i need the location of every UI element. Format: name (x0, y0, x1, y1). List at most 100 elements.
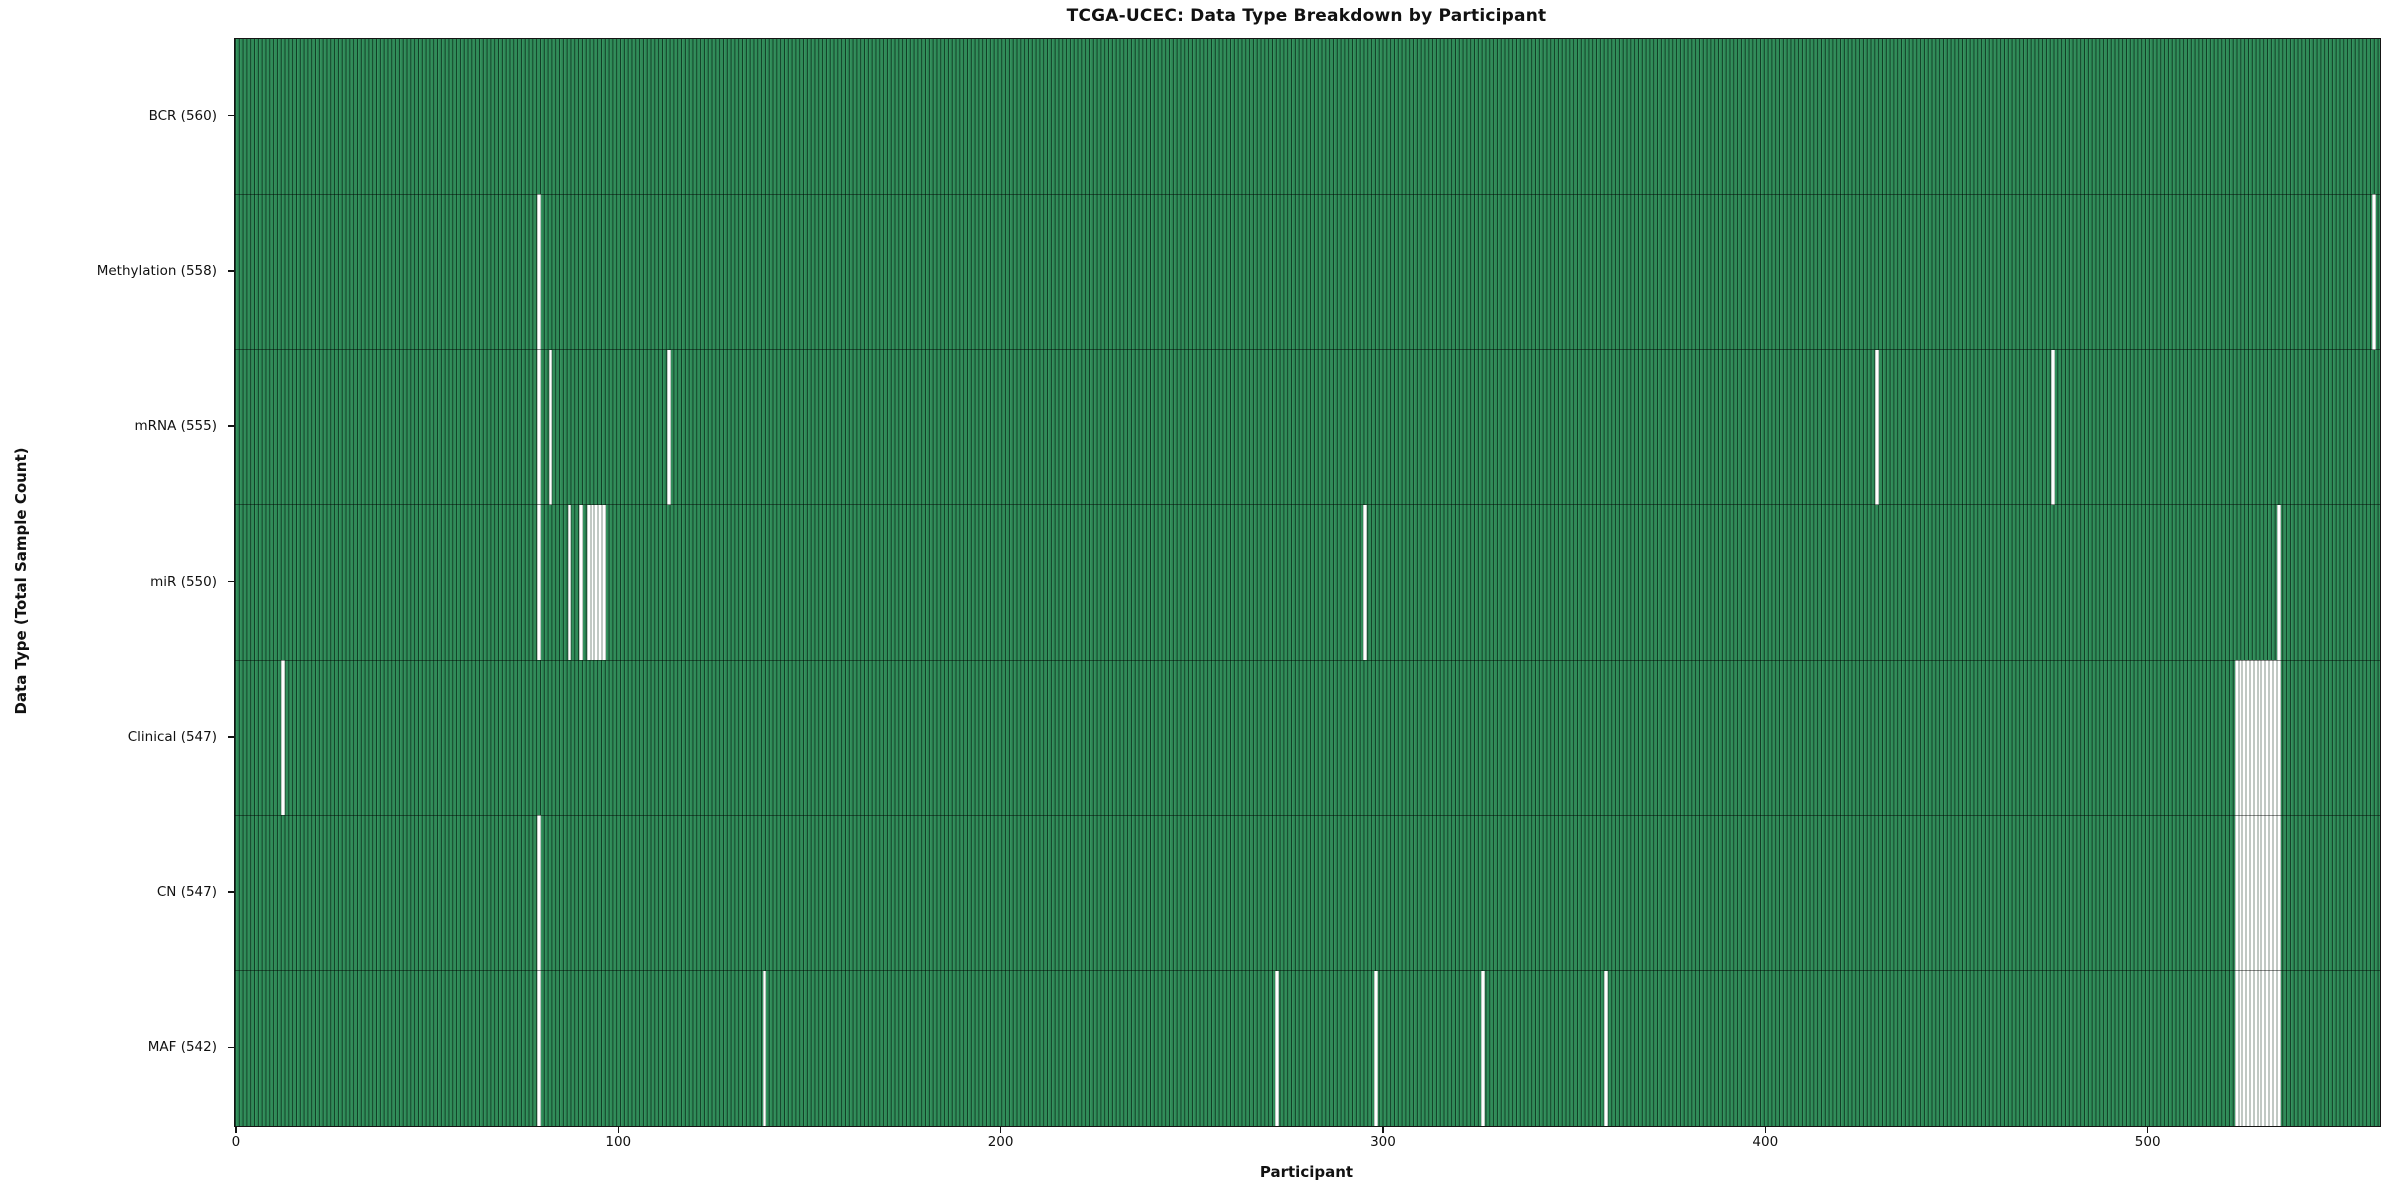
ytick-label-clinical: Clinical (547) (127, 728, 217, 745)
absent-bar (2242, 815, 2247, 971)
absent-bar (2253, 660, 2258, 816)
row-cn (235, 815, 2380, 971)
absent-bar (2238, 970, 2243, 1126)
absent-bar (2372, 194, 2377, 350)
x-axis-label: Participant (1259, 1163, 1354, 1181)
absent-bar (579, 504, 583, 661)
absent-bar (2250, 815, 2254, 971)
absent-bar (2253, 815, 2258, 971)
row-maf (235, 970, 2380, 1126)
absent-bar (1362, 504, 1367, 661)
absent-bar (280, 660, 285, 816)
absent-bar (598, 504, 603, 661)
absent-bar (2234, 815, 2239, 971)
absent-bar (594, 504, 599, 661)
absent-bar (2276, 815, 2281, 971)
absent-bar (2257, 815, 2262, 971)
ytick-label-bcr: BCR (560) (148, 107, 217, 124)
absent-bar (2265, 970, 2270, 1126)
absent-bar (602, 504, 606, 661)
ytick-label-maf: MAF (542) (147, 1039, 217, 1056)
ytick-mark (228, 891, 234, 893)
absent-bar (2261, 970, 2266, 1126)
absent-bar (2234, 970, 2239, 1126)
absent-bar (667, 349, 671, 505)
chart-title: TCGA-UCEC: Data Type Breakdown by Partic… (1066, 6, 1547, 26)
ytick-mark (228, 1046, 234, 1049)
ytick-mark (228, 114, 234, 117)
xtick-label-300: 300 (1370, 1134, 1396, 1150)
absent-bar (2250, 660, 2254, 816)
absent-bar (2276, 504, 2281, 661)
ytick-label-mir: miR (550) (150, 573, 217, 590)
absent-bar (2238, 815, 2243, 971)
y-axis-label: Data Type (Total Sample Count) (12, 447, 30, 715)
absent-bar (2261, 815, 2266, 971)
xtick-mark (1764, 1126, 1767, 1133)
absent-bar (2234, 660, 2239, 816)
row-separator (235, 349, 2380, 351)
xtick-mark (999, 1126, 1002, 1133)
row-separator (235, 504, 2380, 506)
absent-bar (2265, 660, 2270, 816)
ytick-mark (228, 425, 234, 427)
absent-bar (2246, 970, 2250, 1126)
row-clinical (235, 660, 2380, 816)
xtick-label-400: 400 (1752, 1134, 1779, 1150)
absent-bar (2261, 660, 2266, 816)
absent-bar (2276, 970, 2281, 1126)
row-separator (235, 814, 2380, 816)
absent-bar (2238, 660, 2243, 816)
absent-bar (537, 504, 541, 661)
absent-bar (1374, 970, 1379, 1126)
absent-bar (2269, 815, 2273, 971)
absent-bar (762, 970, 767, 1126)
absent-bar (537, 815, 541, 971)
absent-bar (2276, 660, 2281, 816)
xtick-label-500: 500 (2134, 1134, 2161, 1150)
ytick-label-methylation: Methylation (558) (96, 262, 217, 279)
absent-bar (2257, 970, 2262, 1126)
xtick-mark (235, 1126, 237, 1133)
absent-bar (537, 970, 541, 1126)
absent-bar (2272, 970, 2277, 1126)
absent-bar (1275, 970, 1279, 1126)
absent-bar (2269, 660, 2273, 816)
row-mrna (235, 349, 2380, 505)
absent-bar (2051, 349, 2055, 505)
absent-bar (537, 349, 541, 505)
absent-bar (1481, 970, 1486, 1126)
absent-bar (2242, 660, 2247, 816)
absent-bar (590, 504, 595, 661)
absent-bar (586, 504, 591, 661)
xtick-label-100: 100 (605, 1134, 632, 1150)
absent-bar (2272, 815, 2277, 971)
row-separator (235, 970, 2380, 972)
xtick-label-0: 0 (231, 1134, 241, 1150)
xtick-label-200: 200 (987, 1134, 1014, 1150)
absent-bar (2242, 970, 2247, 1126)
row-separator (235, 659, 2380, 661)
xtick-mark (2146, 1126, 2149, 1133)
row-bcr (235, 39, 2380, 195)
absent-bar (567, 504, 572, 661)
absent-bar (2257, 660, 2262, 816)
absent-bar (2265, 815, 2270, 971)
absent-bar (2246, 660, 2250, 816)
ytick-label-mrna: mRNA (555) (134, 418, 217, 435)
xtick-mark (617, 1126, 619, 1133)
absent-bar (2246, 815, 2250, 971)
row-methylation (235, 194, 2380, 350)
absent-bar (1603, 970, 1608, 1126)
absent-bar (548, 349, 553, 505)
ytick-label-cn: CN (547) (156, 884, 217, 901)
ytick-mark (228, 580, 234, 583)
absent-bar (2253, 970, 2258, 1126)
xtick-mark (1382, 1126, 1384, 1133)
absent-bar (1875, 349, 1880, 505)
plot-area: Present Absent (234, 38, 2381, 1127)
ytick-mark (228, 270, 234, 272)
row-mir (235, 504, 2380, 661)
absent-bar (2250, 970, 2254, 1126)
